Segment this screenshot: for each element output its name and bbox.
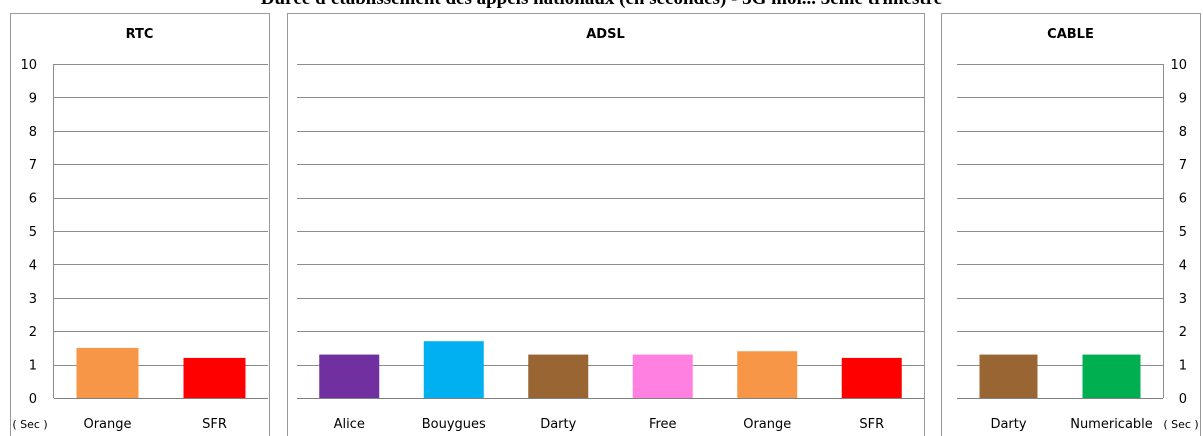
- category-label: Darty: [540, 417, 576, 432]
- category-label: Alice: [334, 417, 365, 432]
- category-label: Orange: [743, 417, 791, 432]
- y-tick-label: 10: [1170, 58, 1187, 73]
- category-label: Bouygues: [422, 417, 486, 432]
- y-tick-label: 4: [29, 258, 37, 273]
- y-tick-label: 1: [1179, 359, 1187, 374]
- bar-cable-numericable: [1082, 354, 1141, 398]
- category-label: Numericable: [1070, 417, 1153, 432]
- y-tick-label: 8: [29, 125, 37, 140]
- y-tick-label: 5: [1179, 225, 1187, 240]
- y-tick-label: 9: [1179, 91, 1187, 106]
- panel-title-adsl: ADSL: [586, 27, 625, 42]
- category-label: Free: [649, 417, 677, 432]
- category-label: SFR: [202, 417, 227, 432]
- y-tick-label: 3: [1179, 292, 1187, 307]
- bar-adsl-alice: [319, 354, 380, 398]
- y-tick-label: 4: [1179, 258, 1187, 273]
- y-tick-label: 8: [1179, 125, 1187, 140]
- y-tick-label: 5: [29, 225, 37, 240]
- y-tick-label: 7: [29, 158, 37, 173]
- bar-adsl-free: [632, 354, 693, 398]
- y-tick-label: 6: [1179, 192, 1187, 207]
- y-tick-label: 2: [29, 325, 37, 340]
- bar-adsl-bouygues: [423, 341, 484, 398]
- panel-title-rtc: RTC: [126, 27, 154, 42]
- bar-cable-darty: [979, 354, 1038, 398]
- bar-rtc-sfr: [183, 357, 246, 398]
- y-tick-label: 1: [29, 359, 37, 374]
- y-tick-label: 3: [29, 292, 37, 307]
- y-unit-label: ( Sec ): [1163, 418, 1198, 431]
- y-tick-label: 0: [1179, 392, 1187, 407]
- panel-frame-adsl: [287, 13, 925, 436]
- bar-adsl-darty: [528, 354, 589, 398]
- chart-title: Durée d'établissement des appels nationa…: [0, 0, 1203, 10]
- bar-adsl-sfr: [841, 357, 902, 398]
- y-tick-label: 10: [20, 58, 37, 73]
- y-tick-label: 0: [29, 392, 37, 407]
- category-label: Darty: [990, 417, 1026, 432]
- y-unit-label: ( Sec ): [12, 418, 47, 431]
- bar-adsl-orange: [737, 351, 798, 398]
- category-label: SFR: [859, 417, 884, 432]
- panel-title-cable: CABLE: [1047, 27, 1094, 42]
- y-tick-label: 7: [1179, 158, 1187, 173]
- category-label: Orange: [83, 417, 131, 432]
- y-tick-label: 2: [1179, 325, 1187, 340]
- bar-rtc-orange: [76, 347, 139, 398]
- y-tick-label: 6: [29, 192, 37, 207]
- y-tick-label: 9: [29, 91, 37, 106]
